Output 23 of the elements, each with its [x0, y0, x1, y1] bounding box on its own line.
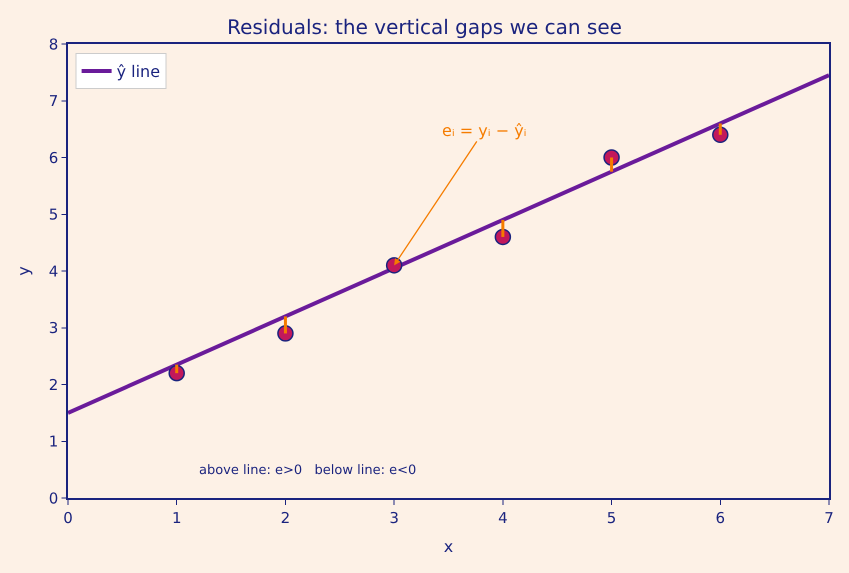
y-tick-label: 5 [48, 206, 58, 224]
x-tick-label: 1 [172, 508, 182, 527]
chart-title: Residuals: the vertical gaps we can see [227, 15, 622, 40]
y-tick-label: 7 [48, 92, 58, 110]
x-tick-label: 0 [63, 508, 73, 527]
y-axis-title: y [14, 266, 34, 276]
y-tick-label: 3 [48, 319, 58, 337]
annotation: eᵢ = yᵢ − ŷᵢ [442, 121, 527, 140]
x-tick-label: 4 [498, 508, 508, 527]
y-tick-label: 1 [48, 432, 58, 450]
x-tick-label: 6 [716, 508, 726, 527]
y-tick-label: 8 [48, 35, 58, 54]
x-tick-label: 3 [389, 508, 399, 527]
annotation: above line: e>0 below line: e<0 [199, 463, 416, 478]
legend-label: ŷ line [116, 62, 160, 82]
y-tick-label: 2 [48, 376, 58, 394]
x-tick-label: 5 [606, 508, 616, 527]
x-tick-label: 7 [824, 508, 834, 527]
x-tick-label: 2 [280, 508, 290, 527]
x-axis-title: x [444, 536, 454, 556]
y-tick-label: 4 [48, 262, 58, 280]
y-tick-label: 0 [48, 489, 58, 508]
y-tick-label: 6 [48, 148, 58, 167]
